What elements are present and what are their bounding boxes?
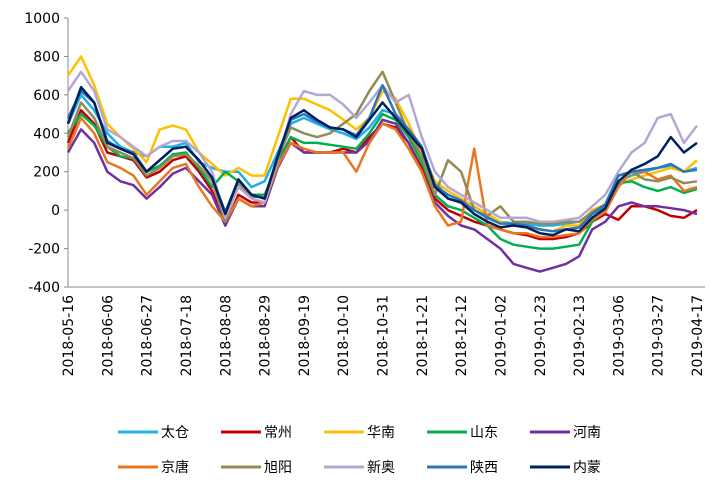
x-tick-label: 2018-07-18 <box>179 295 195 376</box>
y-tick-label: -400 <box>28 280 60 296</box>
x-tick-label: 2018-06-06 <box>100 295 116 376</box>
x-tick-label: 2019-01-23 <box>533 295 549 376</box>
legend-label: 河南 <box>573 425 601 441</box>
series-line <box>66 70 698 223</box>
legend-label: 新奥 <box>367 459 395 476</box>
x-tick-label: 2018-05-16 <box>61 295 77 376</box>
legend-label: 常州 <box>264 425 292 441</box>
x-tick-label: 2019-04-17 <box>690 295 706 376</box>
series-line <box>66 116 698 239</box>
series-line <box>66 112 698 250</box>
series-line <box>66 85 698 237</box>
y-tick-label: 0 <box>51 203 60 219</box>
y-tick-label: 200 <box>33 165 60 181</box>
legend-label: 京唐 <box>161 459 189 476</box>
y-tick-label: 400 <box>33 126 60 142</box>
x-tick-label: 2019-03-27 <box>651 295 667 376</box>
x-tick-label: 2018-08-29 <box>258 295 274 376</box>
x-tick-label: 2018-11-21 <box>415 295 431 376</box>
series-line <box>66 55 698 233</box>
x-tick-label: 2018-09-19 <box>297 295 313 376</box>
x-tick-label: 2018-12-12 <box>454 295 470 376</box>
series-line <box>66 70 698 225</box>
legend-label: 山东 <box>470 425 498 441</box>
x-tick-label: 2019-01-02 <box>493 295 509 376</box>
x-tick-label: 2018-10-31 <box>376 295 392 376</box>
series-line <box>66 118 698 273</box>
y-tick-label: 1000 <box>24 11 60 27</box>
legend-label: 内蒙 <box>573 460 601 476</box>
y-tick-label: -200 <box>28 242 60 258</box>
legend-label: 旭阳 <box>264 460 292 476</box>
legend-label: 华南 <box>367 425 395 441</box>
x-tick-label: 2018-06-27 <box>140 295 156 376</box>
legend-label: 太仓 <box>161 425 189 441</box>
legend-label: 陕西 <box>470 460 498 476</box>
y-tick-label: 800 <box>33 49 60 65</box>
x-tick-label: 2019-02-13 <box>572 295 588 376</box>
x-tick-label: 2018-08-08 <box>218 295 234 376</box>
x-tick-label: 2018-10-10 <box>336 295 352 376</box>
x-tick-label: 2019-03-06 <box>611 295 627 376</box>
y-tick-label: 600 <box>33 88 60 104</box>
